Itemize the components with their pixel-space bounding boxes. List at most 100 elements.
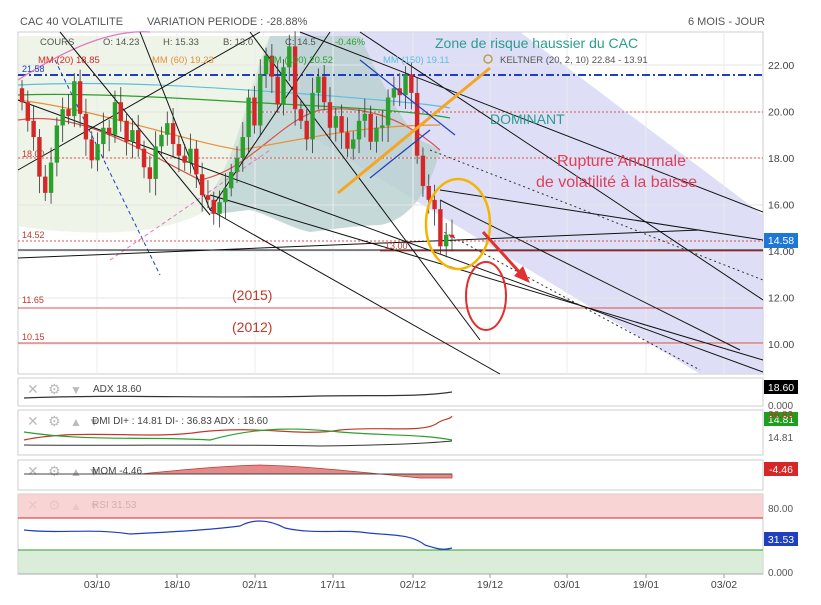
indicator-tick: 80.00 — [768, 504, 793, 515]
close-icon[interactable]: ✕ — [27, 463, 39, 479]
orange-arrow-line — [337, 66, 491, 195]
candle-body — [72, 81, 77, 117]
legend-low: B: 13.0 — [223, 37, 253, 48]
candle-body — [316, 76, 321, 93]
level-1452: 14.52 — [22, 230, 45, 240]
move-down-icon[interactable]: ▼ — [88, 415, 100, 429]
candle-body — [141, 148, 147, 168]
year-2012-text: (2012) — [232, 319, 272, 335]
x-axis: 03/10 18/10 02/11 17/11 02/12 19/12 03/01 19/01… — [18, 573, 763, 591]
dotted-projection-2 — [439, 229, 701, 371]
x-tick-label: 17/11 — [320, 579, 346, 591]
candle-body — [112, 102, 118, 135]
candle-body — [228, 171, 234, 189]
legend-mm20: MM (20) 18.85 — [38, 55, 100, 66]
candle-body — [234, 158, 240, 172]
level-2158: 21.58 — [22, 64, 45, 74]
candle-body — [298, 109, 304, 121]
x-tick-label: 19/01 — [633, 579, 659, 591]
gear-icon[interactable] — [483, 54, 493, 64]
adx-line — [23, 391, 453, 399]
candle-body — [31, 120, 36, 138]
candle-body — [223, 188, 228, 203]
move-up-icon[interactable]: ▲ — [70, 415, 82, 429]
candle-body — [443, 234, 449, 247]
indicator-tick: 36.83 — [768, 410, 793, 421]
candle-body — [101, 127, 106, 145]
blue-short-diag — [369, 129, 431, 179]
candle-body — [275, 76, 280, 105]
candle-body — [199, 174, 205, 196]
gear-icon[interactable]: ⚙ — [48, 463, 61, 479]
period-label[interactable]: 6 MOIS - JOUR — [688, 16, 765, 28]
indicator-panel-dmi — [17, 409, 764, 456]
x-tick-label: 03/10 — [84, 579, 110, 591]
candle-body — [304, 120, 309, 140]
rsi-line — [23, 520, 453, 550]
x-tick-label: 19/12 — [477, 579, 503, 591]
candle-body — [449, 234, 455, 238]
y-tick-label: 22.00 — [768, 60, 794, 72]
keltner-envelope — [210, 36, 440, 232]
y-tick-label: 10.00 — [768, 339, 794, 351]
orange-ellipse — [424, 177, 492, 271]
candle-body — [124, 120, 129, 142]
legend-open: O: 14.23 — [103, 37, 139, 48]
gear-icon[interactable]: ⚙ — [48, 413, 61, 429]
legend-mm100: MM (100) 20.52 — [266, 55, 333, 66]
legend-cours: COURS — [40, 37, 74, 48]
move-down-icon[interactable]: ▼ — [88, 465, 100, 479]
x-tick-label: 03/02 — [711, 579, 737, 591]
y-tick-label: 12.00 — [768, 293, 794, 305]
candle-body — [426, 185, 431, 200]
indicator-badge-text: 18.60 — [768, 382, 794, 394]
close-icon[interactable]: ✕ — [27, 381, 39, 397]
level-1300: 13.00 — [385, 241, 408, 251]
candle-body — [385, 97, 391, 126]
indicator-badge-text: 14.81 — [768, 414, 794, 426]
x-tick-label: 02/12 — [400, 579, 426, 591]
ma-20-line — [17, 108, 441, 181]
zone-risk-text: Zone de risque haussier du CAC — [435, 35, 638, 51]
candle-body — [380, 125, 385, 128]
y-tick-label: 18.00 — [768, 153, 794, 165]
rsi-oversold-zone — [18, 550, 763, 574]
candle-body — [217, 202, 222, 214]
price-badge-bg — [764, 233, 798, 248]
candle-body — [310, 92, 315, 140]
indicator-badge — [764, 462, 798, 476]
candle-body — [37, 137, 42, 177]
candle-body — [327, 102, 333, 128]
price-badge: 14.58 — [768, 235, 794, 247]
dmi-plus-line — [23, 428, 453, 441]
dominant-text: DOMINANT — [490, 111, 565, 127]
indicator-panels: ✕ ⚙ ▼ ADX 18.60 18.60 0.000 ✕ ⚙ ▼ ▲ DMI DI+ : 14.8… — [17, 377, 798, 579]
indicator-badge-text: 31.53 — [768, 534, 794, 546]
legend-high: H: 15.33 — [163, 37, 199, 48]
candle-body — [182, 155, 187, 163]
candle-body — [240, 137, 246, 158]
candle-body — [118, 102, 123, 121]
candle-body — [351, 139, 356, 149]
indicator-label: DMI DI+ : 14.81 DI- : 36.83 ADX : 18.60 — [92, 416, 268, 427]
candle-body — [263, 55, 269, 75]
gear-icon[interactable]: ⚙ — [48, 381, 61, 397]
indicator-badge-text: -4.46 — [769, 464, 793, 476]
rupture-text-2: de volatilité à la baisse — [536, 174, 697, 191]
close-icon[interactable]: ✕ — [27, 413, 39, 429]
candle-body — [19, 88, 25, 103]
candle-body — [194, 148, 199, 175]
move-up-icon[interactable]: ▲ — [70, 465, 82, 479]
candle-body — [211, 199, 216, 214]
candlesticks — [19, 31, 455, 258]
candle-body — [420, 155, 426, 186]
x-tick-label: 18/10 — [164, 579, 190, 591]
candle-body — [246, 97, 251, 138]
indicator-panel-adx — [17, 377, 764, 407]
move-down-icon[interactable]: ▼ — [70, 383, 82, 397]
candle-body — [89, 139, 94, 161]
candle-body — [356, 120, 362, 140]
indicator-badge — [764, 412, 798, 426]
ma-60-line — [17, 99, 441, 151]
